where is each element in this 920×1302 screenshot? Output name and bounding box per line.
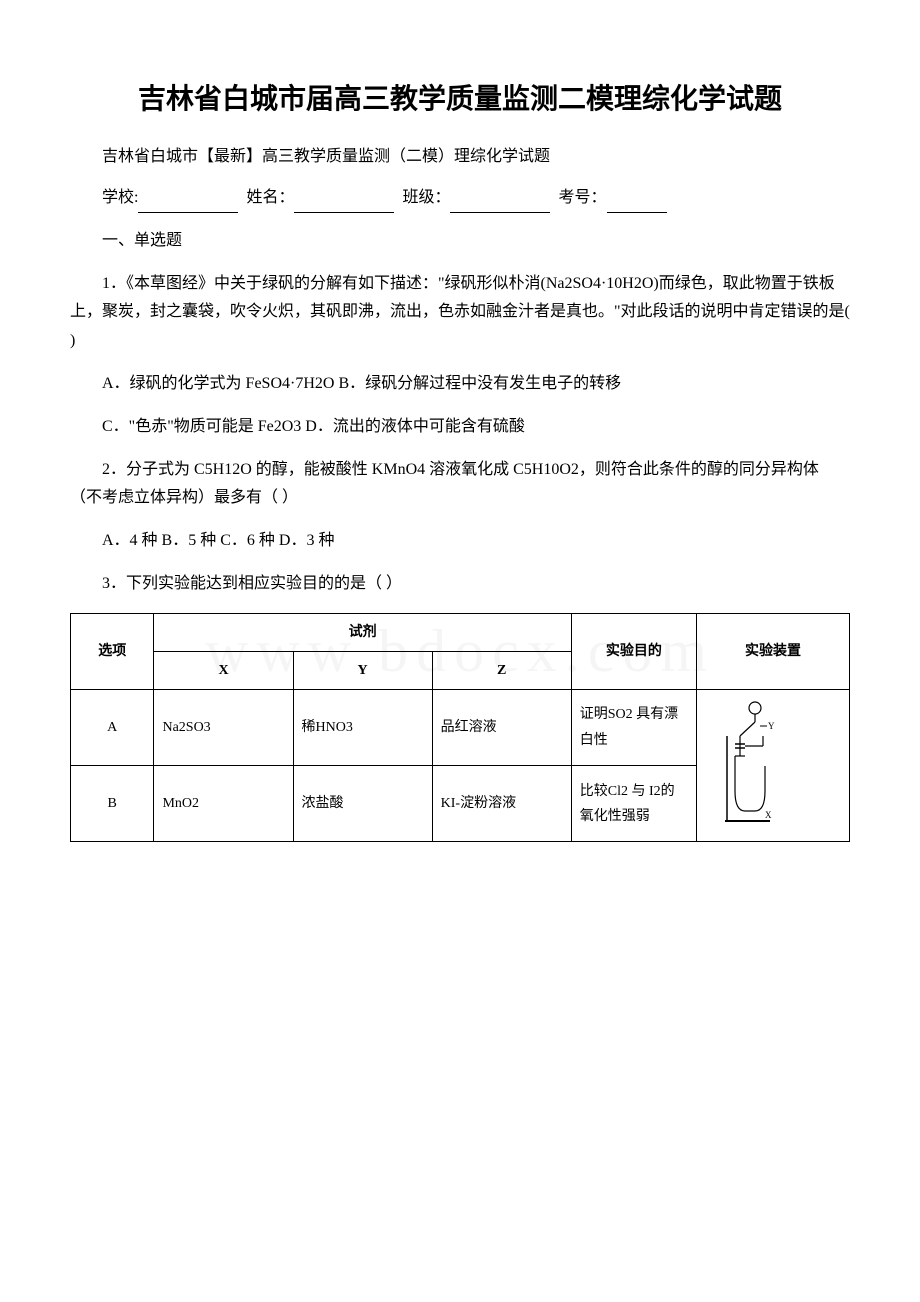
col-x: X — [154, 651, 293, 689]
table-row: A Na2SO3 稀HNO3 品红溶液 证明SO2 具有漂白性 Y — [71, 690, 850, 766]
cell-x: MnO2 — [154, 766, 293, 842]
q2-stem: 2．分子式为 C5H12O 的醇，能被酸性 KMnO4 溶液氧化成 C5H10O… — [70, 456, 850, 514]
examno-blank[interactable] — [607, 194, 667, 213]
cell-y: 稀HNO3 — [293, 690, 432, 766]
q1-stem: 1．《本草图经》中关于绿矾的分解有如下描述："绿矾形似朴消(Na2SO4·10H… — [70, 270, 850, 356]
page-title: 吉林省白城市届高三教学质量监测二模理综化学试题 — [70, 80, 850, 119]
class-blank[interactable] — [450, 194, 550, 213]
col-device: 实验装置 — [696, 613, 849, 689]
meta-line: 学校: 姓名： 班级： 考号： — [70, 184, 850, 213]
table-header-row-1: 选项 试剂 实验目的 实验装置 — [71, 613, 850, 651]
school-label: 学校: — [102, 189, 138, 206]
col-reagent: 试剂 — [154, 613, 571, 651]
svg-text:X: X — [765, 810, 772, 820]
q1-options-cd: C．"色赤"物质可能是 Fe2O3 D．流出的液体中可能含有硫酸 — [70, 413, 850, 442]
cell-x: Na2SO3 — [154, 690, 293, 766]
q2-options: A．4 种 B．5 种 C．6 种 D．3 种 — [70, 527, 850, 556]
experiment-table: 选项 试剂 实验目的 实验装置 X Y Z A Na2SO3 稀HNO3 品红溶… — [70, 613, 850, 843]
q3-stem: 3．下列实验能达到相应实验目的的是（ ） — [70, 570, 850, 599]
col-z: Z — [432, 651, 571, 689]
col-option: 选项 — [71, 613, 154, 689]
cell-z: KI-淀粉溶液 — [432, 766, 571, 842]
svg-text:Y: Y — [768, 721, 775, 731]
section-heading: 一、单选题 — [70, 227, 850, 256]
cell-device: Y X — [696, 690, 849, 842]
cell-opt: B — [71, 766, 154, 842]
cell-purpose: 比较Cl2 与 I2的氧化性强弱 — [571, 766, 696, 842]
class-label: 班级： — [402, 189, 450, 206]
cell-z: 品红溶液 — [432, 690, 571, 766]
name-label: 姓名： — [246, 189, 294, 206]
col-purpose: 实验目的 — [571, 613, 696, 689]
school-blank[interactable] — [138, 194, 238, 213]
cell-opt: A — [71, 690, 154, 766]
subtitle: 吉林省白城市【最新】高三教学质量监测（二模）理综化学试题 — [70, 143, 850, 172]
cell-y: 浓盐酸 — [293, 766, 432, 842]
apparatus-icon: Y X — [705, 696, 775, 826]
examno-label: 考号： — [558, 189, 606, 206]
col-y: Y — [293, 651, 432, 689]
name-blank[interactable] — [294, 194, 394, 213]
document-body: 吉林省白城市届高三教学质量监测二模理综化学试题 吉林省白城市【最新】高三教学质量… — [70, 80, 850, 842]
cell-purpose: 证明SO2 具有漂白性 — [571, 690, 696, 766]
q1-options-ab: A．绿矾的化学式为 FeSO4·7H2O B．绿矾分解过程中没有发生电子的转移 — [70, 370, 850, 399]
